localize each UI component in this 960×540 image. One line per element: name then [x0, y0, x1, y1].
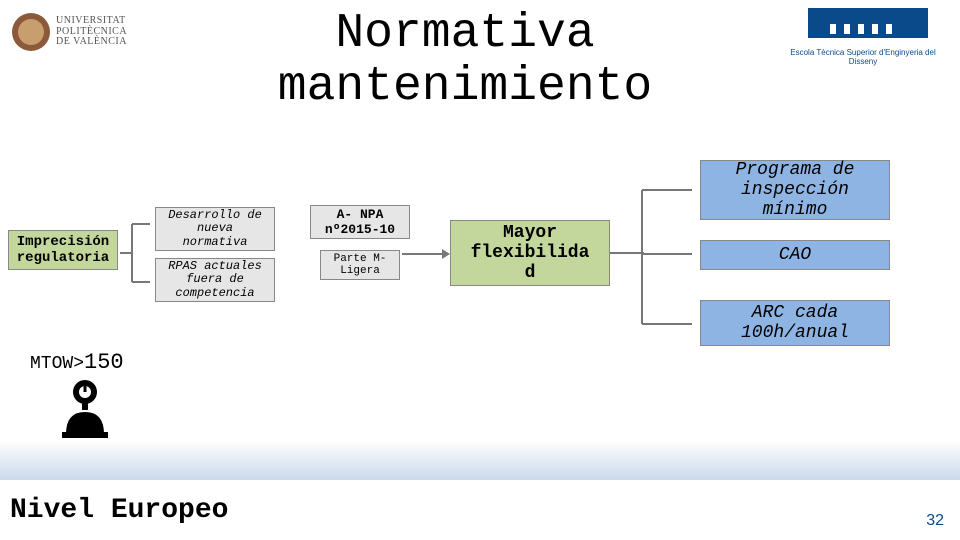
node-arc: ARC cada 100h/anual	[700, 300, 890, 346]
upv-seal-icon	[12, 13, 50, 51]
node-desarrollo-label: Desarrollo de nueva normativa	[168, 209, 262, 249]
node-imprecision: Imprecisión regulatoria	[8, 230, 118, 270]
scale-icon	[60, 378, 110, 438]
node-rpas: RPAS actuales fuera de competencia	[155, 258, 275, 302]
upv-line3: DE VALÈNCIA	[56, 37, 127, 48]
node-cao: CAO	[700, 240, 890, 270]
node-desarrollo: Desarrollo de nueva normativa	[155, 207, 275, 251]
node-mayor: Mayor flexibilida d	[450, 220, 610, 286]
line-mayor-bracket-icon	[610, 249, 644, 257]
etsid-slits-icon	[830, 24, 892, 34]
nivel-europeo: Nivel Europeo	[10, 495, 228, 526]
node-programa: Programa de inspección mínimo	[700, 160, 890, 220]
bottom-gradient	[0, 440, 960, 480]
slide-title: Normativa mantenimiento	[170, 8, 760, 114]
node-anpa: A- NPA nº2015-10	[310, 205, 410, 239]
page-number: 32	[926, 512, 944, 530]
slide: UNIVERSITAT POLITÈCNICA DE VALÈNCIA Esco…	[0, 0, 960, 540]
node-arc-label: ARC cada 100h/anual	[741, 303, 849, 343]
node-programa-label: Programa de inspección mínimo	[736, 160, 855, 220]
etsid-caption: Escola Tècnica Superior d'Enginyeria del…	[778, 48, 948, 66]
node-imprecision-label: Imprecisión regulatoria	[17, 234, 109, 266]
upv-logo: UNIVERSITAT POLITÈCNICA DE VALÈNCIA	[12, 8, 152, 56]
mtow-prefix: MTOW>	[30, 354, 84, 374]
upv-logo-text: UNIVERSITAT POLITÈCNICA DE VALÈNCIA	[56, 16, 127, 48]
node-rpas-label: RPAS actuales fuera de competencia	[168, 260, 262, 300]
etsid-logo: Escola Tècnica Superior d'Enginyeria del…	[778, 8, 948, 63]
mtow-label: MTOW>150	[30, 350, 124, 375]
node-partem: Parte M- Ligera	[320, 250, 400, 280]
node-anpa-label: A- NPA nº2015-10	[325, 207, 395, 237]
node-cao-label: CAO	[779, 245, 811, 265]
mtow-value: 150	[84, 350, 124, 375]
node-mayor-label: Mayor flexibilida d	[471, 223, 590, 283]
bracket-left-icon	[118, 220, 154, 286]
node-partem-label: Parte M- Ligera	[334, 253, 387, 277]
bracket-right-icon	[640, 182, 700, 332]
arrow-to-mayor-icon	[402, 246, 452, 262]
